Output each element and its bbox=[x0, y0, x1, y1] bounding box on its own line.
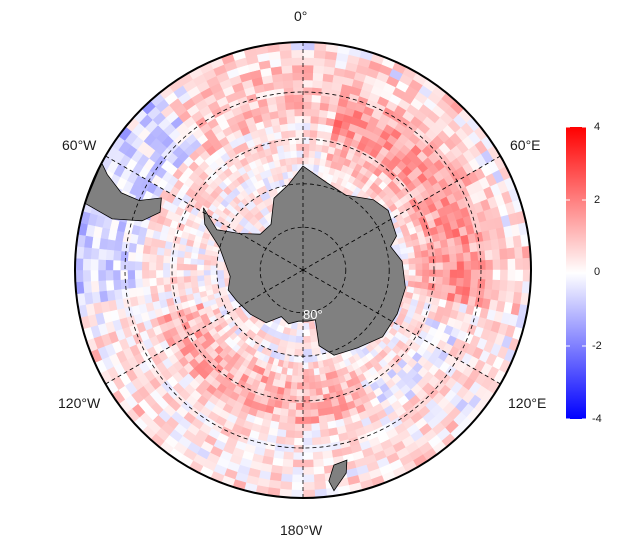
colorbar-tick-label: -4 bbox=[592, 413, 602, 425]
colorbar-tick-label: 4 bbox=[594, 121, 601, 133]
colorbar-tick-label: -2 bbox=[592, 340, 602, 352]
colorbar-tick-label: 0 bbox=[594, 266, 601, 278]
colorbar-tick-label: 2 bbox=[594, 194, 601, 206]
